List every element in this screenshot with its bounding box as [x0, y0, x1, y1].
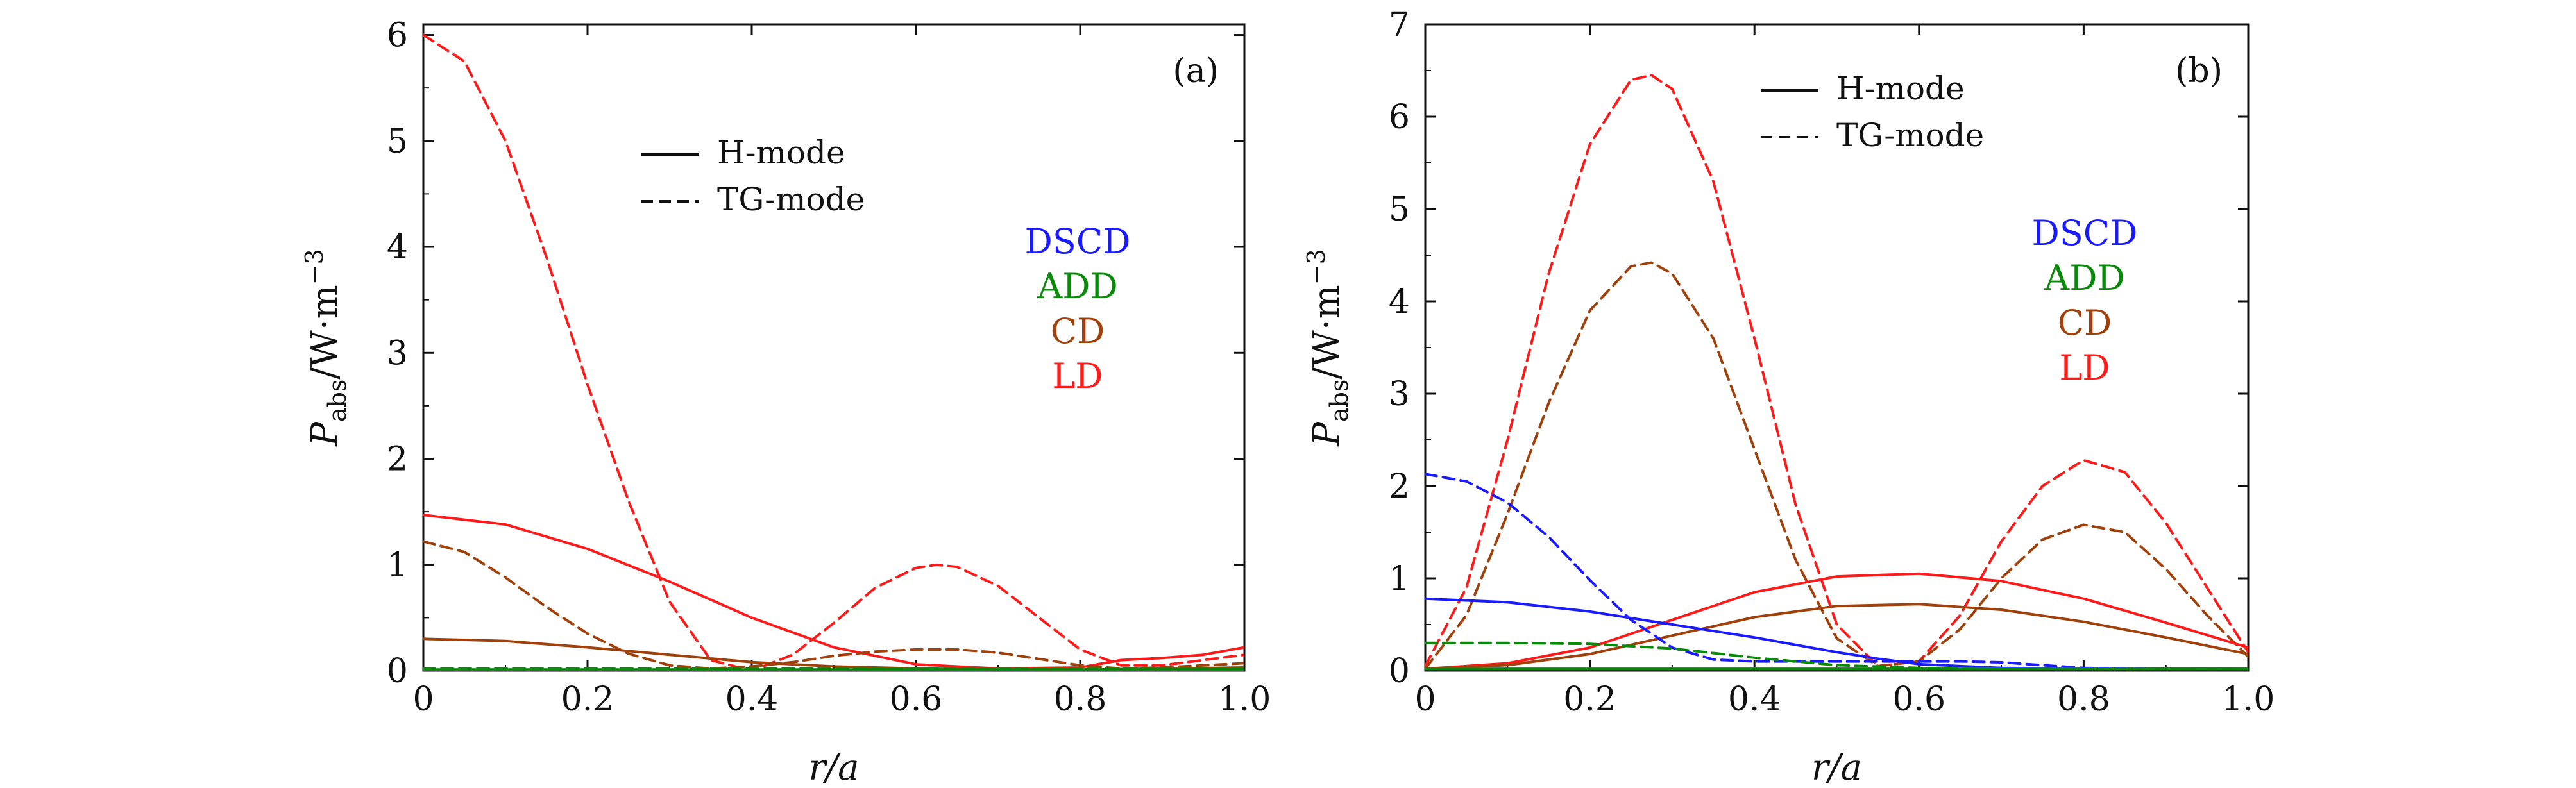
plot-frame [422, 23, 1246, 672]
panel-b: 0 0.2 0.4 0.6 0.8 1.0 0 1 2 3 4 5 6 7 (b) H-mode TG-mode… [1302, 6, 2275, 788]
x-tick-label: 0.2 [561, 680, 614, 719]
model-label-dscd: DSCD [2032, 213, 2138, 253]
legend-label: H-mode [717, 134, 845, 171]
model-label-ld: LD [2059, 348, 2110, 388]
panel-tag: (b) [2175, 52, 2223, 90]
model-label-cd: CD [1051, 311, 1105, 351]
legend-label: TG-mode [1836, 117, 1984, 154]
y-axis-units: /W·m [304, 285, 346, 379]
series-cd-tg-mode [1425, 261, 2248, 671]
y-tick-label: 5 [1389, 190, 1410, 229]
series-ld-h-mode [1425, 572, 2248, 671]
series-cd-tg-mode [423, 540, 1244, 670]
y-axis-symbol: P [304, 421, 346, 447]
x-tick-label: 0.4 [1728, 680, 1781, 719]
y-tick-label: 3 [1389, 375, 1410, 414]
y-tick-label: 1 [1389, 560, 1410, 598]
y-axis-exponent: −3 [300, 249, 328, 285]
y-axis-title: Pabs/W·m−3 [1302, 249, 1353, 447]
y-tick-label: 5 [387, 122, 408, 161]
model-label-add: ADD [1037, 266, 1118, 306]
x-tick-label: 0 [1414, 680, 1436, 719]
y-axis-title: Pabs/W·m−3 [300, 249, 352, 447]
x-tick-label: 0.8 [2057, 680, 2110, 719]
x-tick-label: 0.2 [1563, 680, 1616, 719]
panel-tag: (a) [1173, 52, 1219, 90]
x-tick-label: 1.0 [2222, 680, 2275, 719]
series-dscd-h-mode [1425, 597, 2248, 671]
model-label-cd: CD [2058, 303, 2112, 343]
y-tick-label: 7 [1389, 6, 1410, 44]
y-axis-exponent: −3 [1302, 249, 1330, 285]
x-tick-label: 0.6 [1892, 680, 1945, 719]
y-tick-label: 6 [1389, 98, 1410, 137]
series-ld-tg-mode [1425, 74, 2248, 667]
y-tick-label: 0 [387, 652, 408, 691]
series-ld-tg-mode [423, 33, 1244, 671]
model-label-ld: LD [1052, 356, 1103, 396]
x-axis-title: r/a [1811, 747, 1862, 788]
series-cd-h-mode [1425, 603, 2248, 671]
y-axis-subscript: abs [1325, 380, 1353, 422]
y-tick-label: 6 [387, 17, 408, 55]
x-tick-label: 0 [412, 680, 434, 719]
panel-a: 0 0.2 0.4 0.6 0.8 1.0 0 1 2 3 4 5 6 (a) H-mode TG-mode D… [300, 17, 1271, 788]
series-group [1425, 74, 2248, 671]
y-tick-label: 2 [387, 440, 408, 479]
y-axis-units: /W·m [1306, 285, 1348, 379]
x-tick-label: 0.4 [725, 680, 779, 719]
y-tick-label: 2 [1389, 467, 1410, 506]
y-tick-label: 3 [387, 334, 408, 373]
y-tick-label: 4 [1389, 283, 1410, 321]
model-label-dscd: DSCD [1025, 221, 1131, 262]
y-tick-label: 1 [387, 546, 408, 585]
y-tick-label: 0 [1389, 652, 1410, 691]
series-group [423, 33, 1244, 671]
y-axis-subscript: abs [323, 380, 352, 422]
x-tick-label: 0.6 [890, 680, 943, 719]
x-axis-title: r/a [808, 747, 859, 788]
legend-label: H-mode [1836, 70, 1965, 107]
x-tick-label: 1.0 [1218, 680, 1271, 719]
series-ld-h-mode [423, 514, 1244, 670]
x-tick-label: 0.8 [1054, 680, 1107, 719]
y-tick-label: 4 [387, 228, 408, 267]
y-axis-symbol: P [1306, 421, 1348, 447]
model-label-add: ADD [2044, 258, 2125, 298]
legend-label: TG-mode [717, 181, 865, 218]
